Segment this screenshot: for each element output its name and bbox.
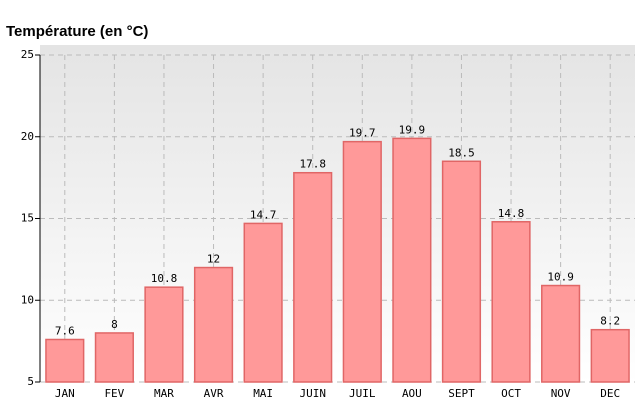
bar: [193, 266, 234, 383]
bar: [392, 137, 432, 383]
y-tick-label: 15: [21, 212, 34, 225]
value-label: 7.6: [55, 324, 75, 337]
x-tick-label: JUIN: [299, 387, 326, 400]
x-tick-label: DEC: [600, 387, 620, 400]
x-tick-label: MAI: [253, 387, 273, 400]
value-label: 14.8: [498, 207, 525, 220]
x-tick-label: AVR: [204, 387, 224, 400]
value-label: 17.8: [299, 158, 326, 171]
bar: [541, 284, 581, 383]
bar: [94, 332, 134, 383]
x-tick-label: NOV: [551, 387, 571, 400]
value-label: 8.2: [600, 315, 620, 328]
bar: [293, 171, 333, 383]
bar: [491, 221, 531, 383]
value-label: 19.9: [399, 123, 426, 136]
y-tick-label: 25: [21, 48, 34, 61]
x-tick-label: JAN: [55, 387, 75, 400]
y-tick-label: 20: [21, 130, 34, 143]
chart-title: Température (en °C): [6, 23, 148, 40]
value-label: 10.9: [547, 271, 574, 284]
bar: [342, 140, 382, 383]
x-tick-label: JUIL: [349, 387, 376, 400]
value-label: 19.7: [349, 127, 376, 140]
value-label: 10.8: [151, 272, 178, 285]
value-label: 18.5: [448, 146, 475, 159]
y-tick-label: 5: [27, 375, 34, 388]
y-tick-label: 10: [21, 293, 34, 306]
plot-area: [40, 45, 635, 383]
x-tick-label: FEV: [104, 387, 124, 400]
bar: [590, 328, 630, 383]
x-tick-label: MAR: [154, 387, 174, 400]
x-tick-label: SEPT: [448, 387, 475, 400]
bar: [441, 160, 482, 383]
x-tick-label: OCT: [501, 387, 521, 400]
value-label: 8: [111, 318, 118, 331]
x-tick-label: AOU: [402, 387, 422, 400]
value-label: 14.7: [250, 208, 277, 221]
bar: [144, 286, 184, 383]
bar: [45, 338, 85, 383]
bar: [243, 222, 283, 383]
value-label: 12: [207, 253, 220, 266]
